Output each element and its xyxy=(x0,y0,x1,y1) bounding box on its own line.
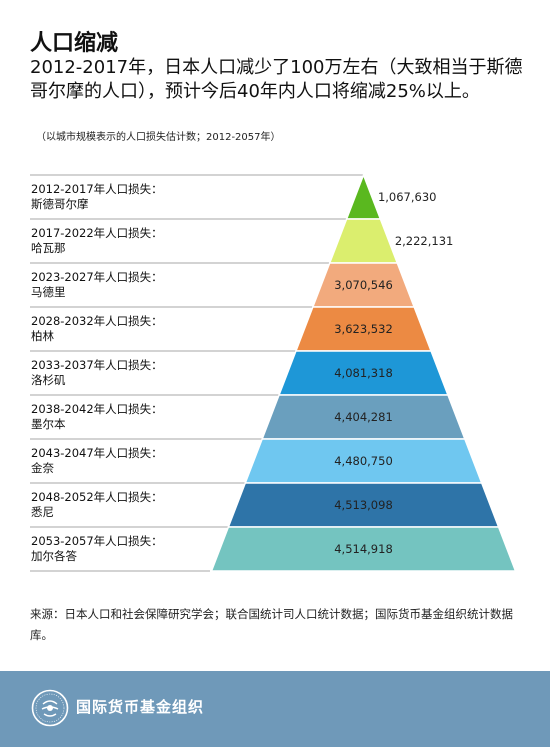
imf-seal-icon xyxy=(31,689,69,727)
value-label: 3,623,532 xyxy=(334,322,393,336)
pyramid-segment xyxy=(345,172,382,220)
footer-org-name: 国际货币基金组织 xyxy=(76,698,205,716)
category-period-label: 2038-2042年人口损失： xyxy=(31,402,163,416)
category-city-label: 墨尔本 xyxy=(31,417,66,431)
chart-title: 人口缩减 xyxy=(30,31,119,56)
chart-note: （以城市规模表示的人口损失估计数；2012-2057年） xyxy=(36,132,281,143)
value-label: 4,480,750 xyxy=(334,454,393,468)
pyramid-segment xyxy=(210,526,517,572)
value-label: 4,081,318 xyxy=(334,366,393,380)
category-city-label: 洛杉矶 xyxy=(31,373,66,387)
value-label: 4,514,918 xyxy=(334,542,393,556)
category-city-label: 加尔各答 xyxy=(31,549,77,563)
category-city-label: 哈瓦那 xyxy=(31,241,66,255)
category-period-label: 2012-2017年人口损失： xyxy=(31,182,163,196)
category-period-label: 2017-2022年人口损失： xyxy=(31,226,163,240)
category-period-label: 2043-2047年人口损失： xyxy=(31,446,163,460)
category-city-label: 悉尼 xyxy=(31,505,54,519)
category-period-label: 2023-2027年人口损失： xyxy=(31,270,163,284)
pyramid-chart: 2012-2017年人口损失：斯德哥尔摩 1,067,630 2017-2022年人… xyxy=(30,172,517,572)
category-city-label: 马德里 xyxy=(31,285,66,299)
value-label: 3,070,546 xyxy=(334,278,393,292)
value-label: 4,513,098 xyxy=(334,498,393,512)
value-label: 1,067,630 xyxy=(378,190,437,204)
footer-banner: 国际货币基金组织 xyxy=(0,671,550,747)
value-label: 4,404,281 xyxy=(334,410,393,424)
chart-subtitle: 2012-2017年，日本人口减少了100万左右（大致相当于斯德哥尔摩的人口），… xyxy=(30,57,523,102)
pyramid-segment xyxy=(328,218,399,264)
category-city-label: 柏林 xyxy=(31,329,54,343)
value-label: 2,222,131 xyxy=(395,234,454,248)
category-period-label: 2033-2037年人口损失： xyxy=(31,358,163,372)
category-city-label: 金奈 xyxy=(31,461,54,475)
category-period-label: 2028-2032年人口损失： xyxy=(31,314,163,328)
source-note: 来源：日本人口和社会保障研究学会；联合国统计司人口统计数据；国际货币基金组织统计… xyxy=(30,607,513,642)
category-city-label: 斯德哥尔摩 xyxy=(31,197,89,211)
category-period-label: 2053-2057年人口损失： xyxy=(31,534,163,548)
category-period-label: 2048-2052年人口损失： xyxy=(31,490,163,504)
